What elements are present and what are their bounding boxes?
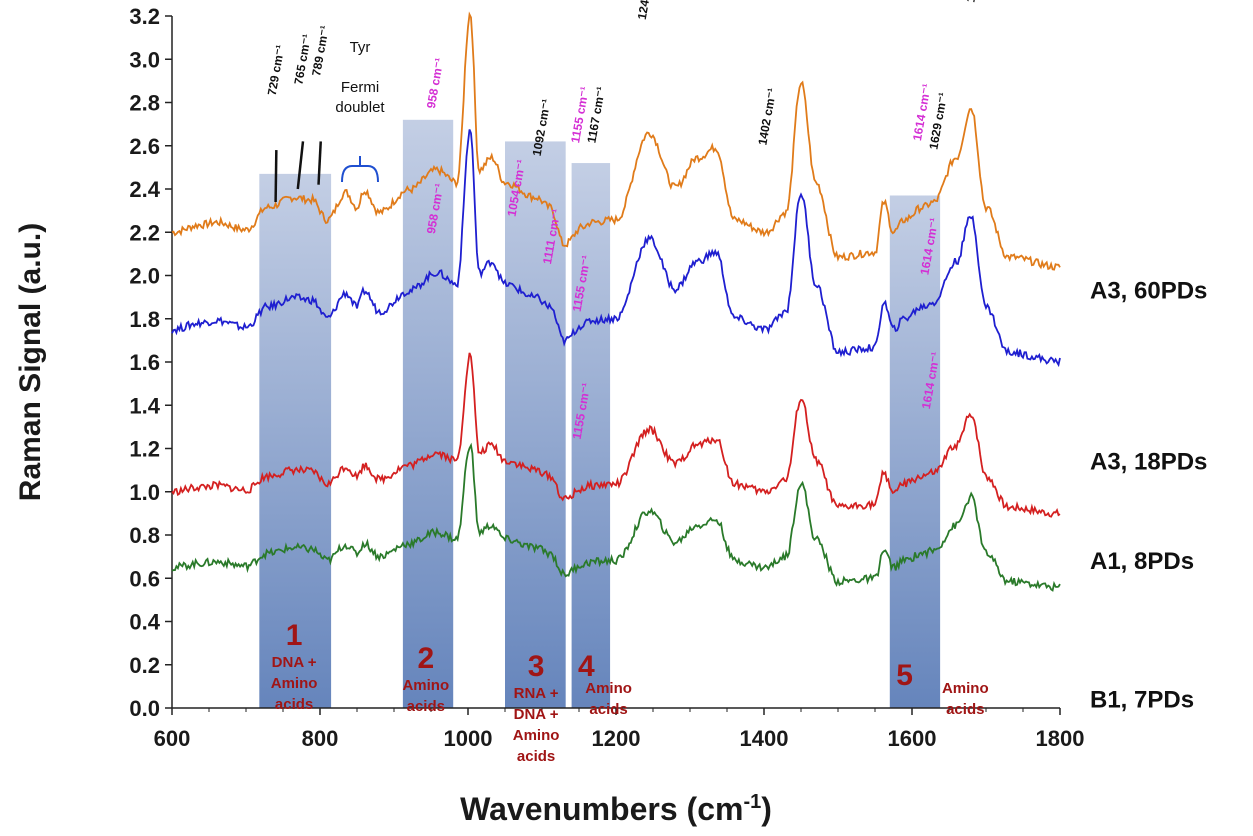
region-number-3: 3 bbox=[528, 650, 545, 683]
peak-pointer bbox=[317, 141, 322, 185]
x-tick-label: 1200 bbox=[592, 726, 641, 751]
y-tick-label: 1.6 bbox=[129, 350, 160, 375]
y-tick-label: 3.0 bbox=[129, 47, 160, 72]
y-tick-label: 1.2 bbox=[129, 437, 160, 462]
y-tick-label: 0.2 bbox=[129, 653, 160, 678]
region-number-5: 5 bbox=[896, 659, 913, 692]
y-tick-label: 3.2 bbox=[129, 4, 160, 29]
series-label-0: A3, 60PDs bbox=[1090, 278, 1207, 305]
tyr-fermi-annotation: Tyr Fermi doublet bbox=[335, 39, 385, 183]
x-axis-title-sup: -1 bbox=[743, 791, 761, 813]
series-labels: A3, 60PDs A3, 18PDs A1, 8PDs B1, 7PDs bbox=[1090, 278, 1207, 714]
x-ticks: 600 800 1000 1200 1400 1600 1800 bbox=[154, 708, 1085, 751]
peak-label: 1245 cm⁻¹ bbox=[635, 0, 659, 21]
peak-label: 729 cm⁻¹ bbox=[265, 44, 288, 97]
region-desc-4: acids bbox=[589, 701, 627, 718]
region-desc-3: RNA + bbox=[514, 685, 559, 702]
y-tick-label: 2.4 bbox=[129, 177, 160, 202]
region-desc-2: acids bbox=[407, 698, 445, 715]
tyr-label-line2: Fermi bbox=[341, 79, 379, 96]
x-axis-title-main: Wavenumbers (cm bbox=[460, 791, 743, 827]
x-tick-label: 1800 bbox=[1036, 726, 1085, 751]
y-tick-label: 0.0 bbox=[129, 696, 160, 721]
x-tick-label: 800 bbox=[302, 726, 339, 751]
region-number-1: 1 bbox=[286, 619, 303, 652]
region-desc-1: Amino bbox=[271, 675, 318, 692]
y-tick-label: 2.2 bbox=[129, 220, 160, 245]
y-tick-label: 0.6 bbox=[129, 566, 160, 591]
series-label-2: A1, 8PDs bbox=[1090, 548, 1194, 575]
y-tick-label: 2.0 bbox=[129, 264, 160, 289]
region-desc-5: Amino bbox=[942, 680, 989, 697]
region-desc-2: Amino bbox=[402, 677, 449, 694]
region-desc-3: DNA + bbox=[514, 706, 559, 723]
peak-label: 1402 cm⁻¹ bbox=[755, 87, 779, 146]
region-desc-1: DNA + bbox=[272, 654, 317, 671]
region-desc-3: acids bbox=[517, 748, 555, 765]
region-labels: 1 DNA + Amino acids 2 Amino acids 3 RNA + DNA + Am… bbox=[271, 619, 989, 765]
region-desc-3: Amino bbox=[513, 727, 560, 744]
region-desc-1: acids bbox=[275, 696, 313, 713]
region-number-2: 2 bbox=[417, 642, 434, 675]
y-ticks: 0.0 0.2 0.4 0.6 0.8 1.0 1.2 1.4 1.6 1.8 2.0 2.2 2.4 2… bbox=[129, 4, 172, 721]
x-tick-label: 1400 bbox=[740, 726, 789, 751]
region-band-1 bbox=[259, 173, 332, 709]
region-number-4: 4 bbox=[578, 650, 595, 683]
y-tick-label: 1.4 bbox=[129, 393, 160, 418]
tyr-bracket bbox=[341, 156, 379, 183]
peak-label: 789 cm⁻¹ bbox=[309, 24, 332, 77]
highlight-regions bbox=[259, 119, 941, 709]
traces bbox=[171, 11, 1061, 592]
series-line-0 bbox=[171, 11, 1061, 271]
region-band-5 bbox=[889, 195, 941, 709]
peak-label: 958 cm⁻¹ bbox=[424, 57, 447, 110]
peak-pointer bbox=[296, 141, 305, 190]
y-axis-title: Raman Signal (a.u.) bbox=[14, 223, 47, 501]
x-tick-label: 1600 bbox=[888, 726, 937, 751]
y-tick-label: 2.8 bbox=[129, 91, 160, 116]
peak-label: 765 cm⁻¹ bbox=[291, 33, 314, 86]
y-tick-label: 1.0 bbox=[129, 480, 160, 505]
y-tick-label: 0.4 bbox=[129, 610, 160, 635]
region-desc-5: acids bbox=[946, 701, 984, 718]
peak-label: 1680 cm⁻¹ bbox=[963, 0, 987, 4]
y-tick-label: 0.8 bbox=[129, 523, 160, 548]
series-label-1: A3, 18PDs bbox=[1090, 448, 1207, 475]
y-tick-label: 2.6 bbox=[129, 134, 160, 159]
x-tick-label: 600 bbox=[154, 726, 191, 751]
region-band-4 bbox=[571, 163, 611, 709]
series-label-3: B1, 7PDs bbox=[1090, 686, 1194, 713]
series-line-2 bbox=[171, 352, 1061, 518]
tyr-label-line1: Tyr bbox=[350, 39, 371, 56]
series-line-1 bbox=[171, 129, 1061, 368]
x-axis-title-close: ) bbox=[761, 791, 772, 827]
region-desc-4: Amino bbox=[585, 680, 632, 697]
series-line-3 bbox=[171, 442, 1061, 592]
region-band-3 bbox=[505, 141, 566, 709]
region-band-2 bbox=[402, 119, 454, 709]
x-axis-title: Wavenumbers (cm-1) bbox=[460, 791, 772, 827]
x-tick-label: 1000 bbox=[444, 726, 493, 751]
tyr-label-line3: doublet bbox=[335, 99, 385, 116]
peak-pointer bbox=[274, 150, 278, 202]
y-tick-label: 1.8 bbox=[129, 307, 160, 332]
